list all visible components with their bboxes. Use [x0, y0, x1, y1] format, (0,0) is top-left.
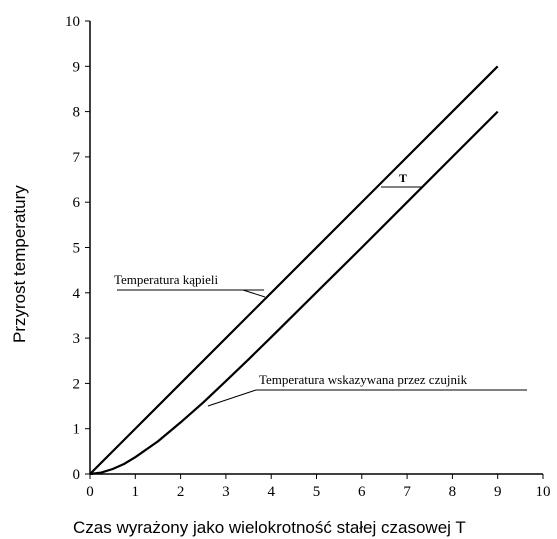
annotation-sensor-label: Temperatura wskazywana przez czujnik: [259, 372, 468, 387]
y-ticks: 0 1 2 3 4 5 6 7 8 9 10: [65, 14, 90, 483]
series-line-sensor-temperature: [89, 110, 499, 476]
y-tick-label: 10: [65, 14, 80, 30]
x-tick-label: 7: [403, 484, 411, 500]
x-tick-label: 9: [494, 484, 502, 500]
x-tick-label: 6: [358, 484, 366, 500]
annotation-t-label: T: [399, 171, 407, 185]
annotation-leader-sensor-tail: [207, 389, 257, 407]
x-ticks: 0 1 2 3 4 5 6 7 8 9 10: [86, 474, 551, 500]
x-tick-label: 2: [177, 484, 185, 500]
annotation-leader-bath-tail: [242, 289, 266, 298]
x-tick-label: 8: [449, 484, 457, 500]
annotations: Temperatura kąpieli Temperatura wskazywa…: [114, 171, 527, 407]
x-tick-label: 0: [86, 484, 94, 500]
y-tick-label: 0: [73, 467, 81, 483]
x-tick-label: 10: [536, 484, 551, 500]
series-group: [89, 65, 499, 476]
y-axis-title: Przyrost temperatury: [10, 185, 29, 343]
y-tick-label: 5: [73, 241, 81, 257]
y-tick-label: 6: [73, 195, 81, 211]
x-axis-title: Czas wyrażony jako wielokrotność stałej …: [73, 518, 466, 537]
y-tick-label: 7: [73, 150, 81, 166]
y-tick-label: 8: [73, 105, 81, 121]
y-tick-label: 2: [73, 376, 81, 392]
y-tick-label: 4: [73, 286, 81, 302]
x-tick-label: 3: [222, 484, 230, 500]
annotation-bath-label: Temperatura kąpieli: [114, 272, 219, 287]
x-tick-label: 4: [267, 484, 275, 500]
y-tick-label: 3: [73, 331, 81, 347]
series-line-bath-temperature: [89, 65, 499, 475]
x-tick-label: 5: [313, 484, 321, 500]
y-tick-label: 1: [73, 422, 81, 438]
y-tick-label: 9: [73, 59, 81, 75]
x-tick-label: 1: [132, 484, 140, 500]
